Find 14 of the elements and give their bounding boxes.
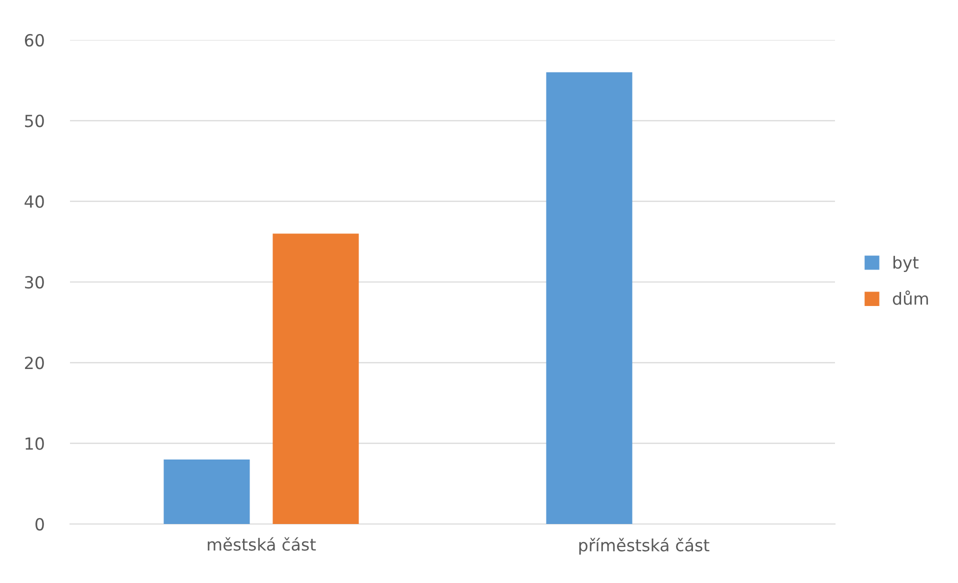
legend-label: byt — [893, 256, 919, 272]
y-tick-label: 0 — [35, 518, 44, 531]
y-tick-label: 20 — [25, 356, 44, 370]
y-tick-label: 30 — [25, 276, 44, 289]
bar — [164, 459, 250, 524]
legend-label: dům — [892, 290, 928, 305]
x-tick-label: městská část — [208, 537, 316, 551]
y-tick-label: 40 — [24, 195, 44, 208]
bar — [546, 72, 632, 524]
bar — [272, 234, 359, 524]
y-tick-label: 60 — [24, 34, 44, 47]
y-tick-label: 10 — [26, 437, 44, 450]
x-tick-label: příměstská část — [579, 538, 710, 555]
y-tick-label: 50 — [25, 114, 44, 128]
